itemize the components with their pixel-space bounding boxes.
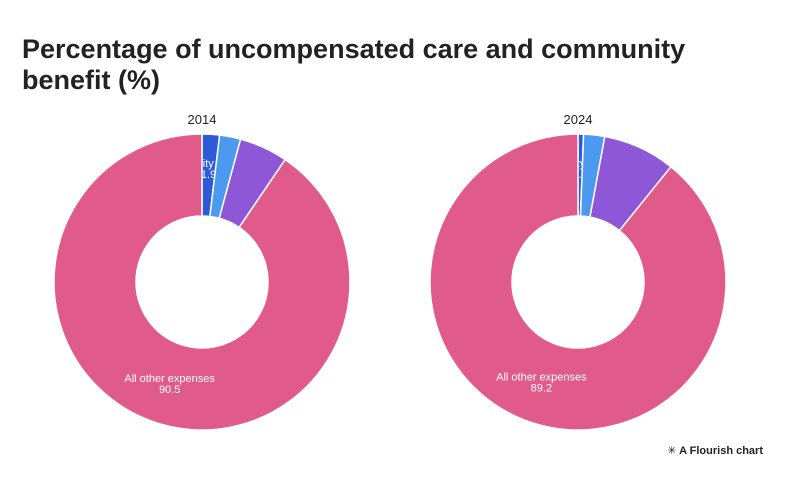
donut-slice	[53, 133, 351, 431]
donut-slice	[429, 133, 727, 431]
slice-value: 1.9	[201, 169, 216, 181]
title: Percentage of uncompensated care and com…	[22, 34, 686, 95]
slice-label: All other expenses	[496, 372, 587, 384]
slice-value: 89.2	[531, 383, 552, 395]
chart-title: 2024	[564, 112, 593, 127]
chart-title: 2014	[188, 112, 217, 127]
footer: ✳ A Flourish chart	[667, 445, 763, 457]
footer-text: A Flourish chart	[679, 445, 763, 457]
slice-label: All other expenses	[124, 373, 215, 385]
slice-value: 90.5	[159, 384, 180, 396]
